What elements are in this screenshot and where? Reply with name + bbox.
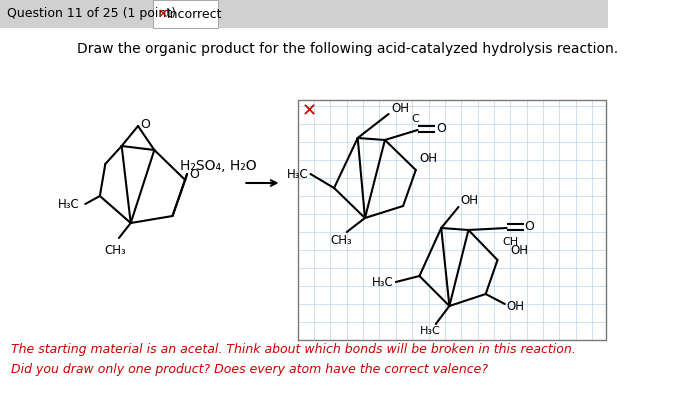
Text: H₃C: H₃C [287,168,309,181]
Text: CH: CH [502,237,518,247]
Text: Draw the organic product for the following acid-catalyzed hydrolysis reaction.: Draw the organic product for the followi… [77,42,618,56]
Text: H₂SO₄, H₂O: H₂SO₄, H₂O [180,159,256,173]
Text: OH: OH [419,152,438,164]
Bar [0,0,608,28]
Text: OH: OH [507,300,524,312]
Text: OH: OH [510,244,528,256]
Text: H₃C: H₃C [420,326,441,336]
Text: C: C [411,114,419,124]
Text: CH₃: CH₃ [104,244,126,257]
Text: OH: OH [391,101,409,115]
Text: Question 11 of 25 (1 point): Question 11 of 25 (1 point) [7,8,176,21]
Text: O: O [525,220,535,232]
Text: OH: OH [461,195,478,207]
Text: Incorrect: Incorrect [167,8,223,21]
Text: H₃C: H₃C [372,275,394,289]
Text: O: O [141,117,150,131]
Bar [153,0,218,28]
Text: ✕: ✕ [157,8,167,21]
Text: CH₃: CH₃ [330,234,352,247]
Text: ✕: ✕ [302,102,316,120]
Text: O: O [190,168,200,181]
Text: The starting material is an acetal. Think about which bonds will be broken in th: The starting material is an acetal. Thin… [11,343,575,357]
Text: Did you draw only one product? Does every atom have the correct valence?: Did you draw only one product? Does ever… [11,363,488,377]
Text: O: O [436,121,446,135]
Text: H₃C: H₃C [58,197,80,211]
